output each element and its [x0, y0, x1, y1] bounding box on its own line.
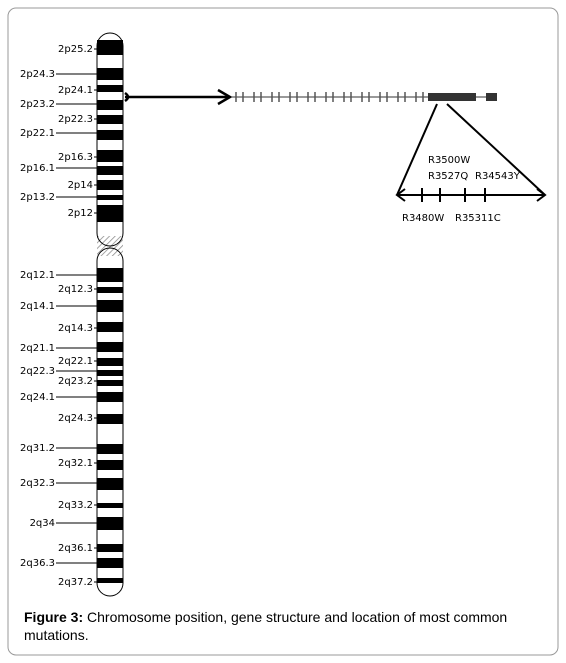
- band-label: 2p13.2: [20, 192, 55, 203]
- band-label: 2q12.3: [58, 284, 93, 295]
- band-label: 2p24.1: [58, 85, 93, 96]
- mutation-label: R3480W: [402, 213, 444, 224]
- band-label: 2p22.1: [20, 128, 55, 139]
- band: [97, 180, 123, 190]
- band-label: 2p22.3: [58, 114, 93, 125]
- arrow-shaft: [124, 91, 228, 103]
- band: [97, 460, 123, 470]
- arrow-head: [217, 88, 233, 106]
- band-label: 2p25.2: [58, 44, 93, 55]
- band: [97, 40, 123, 55]
- caption: Figure 3: Chromosome position, gene stru…: [24, 608, 549, 644]
- band-label: 2q24.3: [58, 413, 93, 424]
- band-label: 2q36.1: [58, 543, 93, 554]
- band-label: 2q32.3: [20, 478, 55, 489]
- band: [97, 342, 123, 352]
- band: [97, 85, 123, 92]
- band-label: 2p16.3: [58, 152, 93, 163]
- band-label: 2p16.1: [20, 163, 55, 174]
- band: [97, 287, 123, 293]
- band: [97, 370, 123, 376]
- band-label: 2q22.1: [58, 356, 93, 367]
- band-label: 2q24.1: [20, 392, 55, 403]
- band: [97, 558, 123, 568]
- band: [97, 150, 123, 162]
- band: [97, 322, 123, 332]
- caption-label: Figure 3:: [24, 609, 84, 625]
- p-arm: [96, 32, 124, 247]
- frame: [7, 7, 559, 656]
- gene-structure: [232, 92, 497, 102]
- band: [97, 100, 123, 110]
- caption-text: Chromosome position, gene structure and …: [24, 609, 508, 643]
- band-label: 2p23.2: [20, 99, 55, 110]
- band: [97, 115, 123, 124]
- mutation-label: R34543Y: [475, 171, 521, 182]
- band-label: 2q23.2: [58, 376, 93, 387]
- band-label: 2q12.1: [20, 270, 55, 281]
- band: [97, 380, 123, 386]
- band-label: 2q31.2: [20, 443, 55, 454]
- mutation-label: R35311C: [455, 213, 501, 224]
- band-label: 2q33.2: [58, 500, 93, 511]
- band-label: 2p24.3: [20, 69, 55, 80]
- mutation-label: R3527Q: [428, 171, 468, 182]
- band-label: 2q22.3: [20, 366, 55, 377]
- band: [97, 68, 123, 80]
- band: [97, 544, 123, 552]
- band: [97, 195, 123, 200]
- band-label: 2q34: [30, 518, 55, 529]
- band-label: 2q36.3: [20, 558, 55, 569]
- band: [97, 130, 123, 140]
- band: [97, 478, 123, 490]
- band: [97, 578, 123, 583]
- band-label: 2q14.1: [20, 301, 55, 312]
- band: [97, 300, 123, 312]
- band: [97, 414, 123, 424]
- band: [97, 503, 123, 508]
- band: [97, 444, 123, 454]
- band-label: 2p14: [68, 180, 93, 191]
- band: [97, 517, 123, 530]
- band-label: 2q14.3: [58, 323, 93, 334]
- band-label: 2q32.1: [58, 458, 93, 469]
- q-arm: [96, 247, 124, 597]
- band: [97, 392, 123, 402]
- mutation-label: R3500W: [428, 155, 470, 166]
- band-label: 2p12: [68, 208, 93, 219]
- band: [97, 358, 123, 366]
- band: [97, 166, 123, 175]
- band-label: 2q21.1: [20, 343, 55, 354]
- band-label: 2q37.2: [58, 577, 93, 588]
- band: [97, 205, 123, 222]
- mutation-axis: [395, 188, 547, 202]
- chromosome: [97, 40, 123, 583]
- zoom-lines: [396, 103, 546, 196]
- band: [97, 268, 123, 282]
